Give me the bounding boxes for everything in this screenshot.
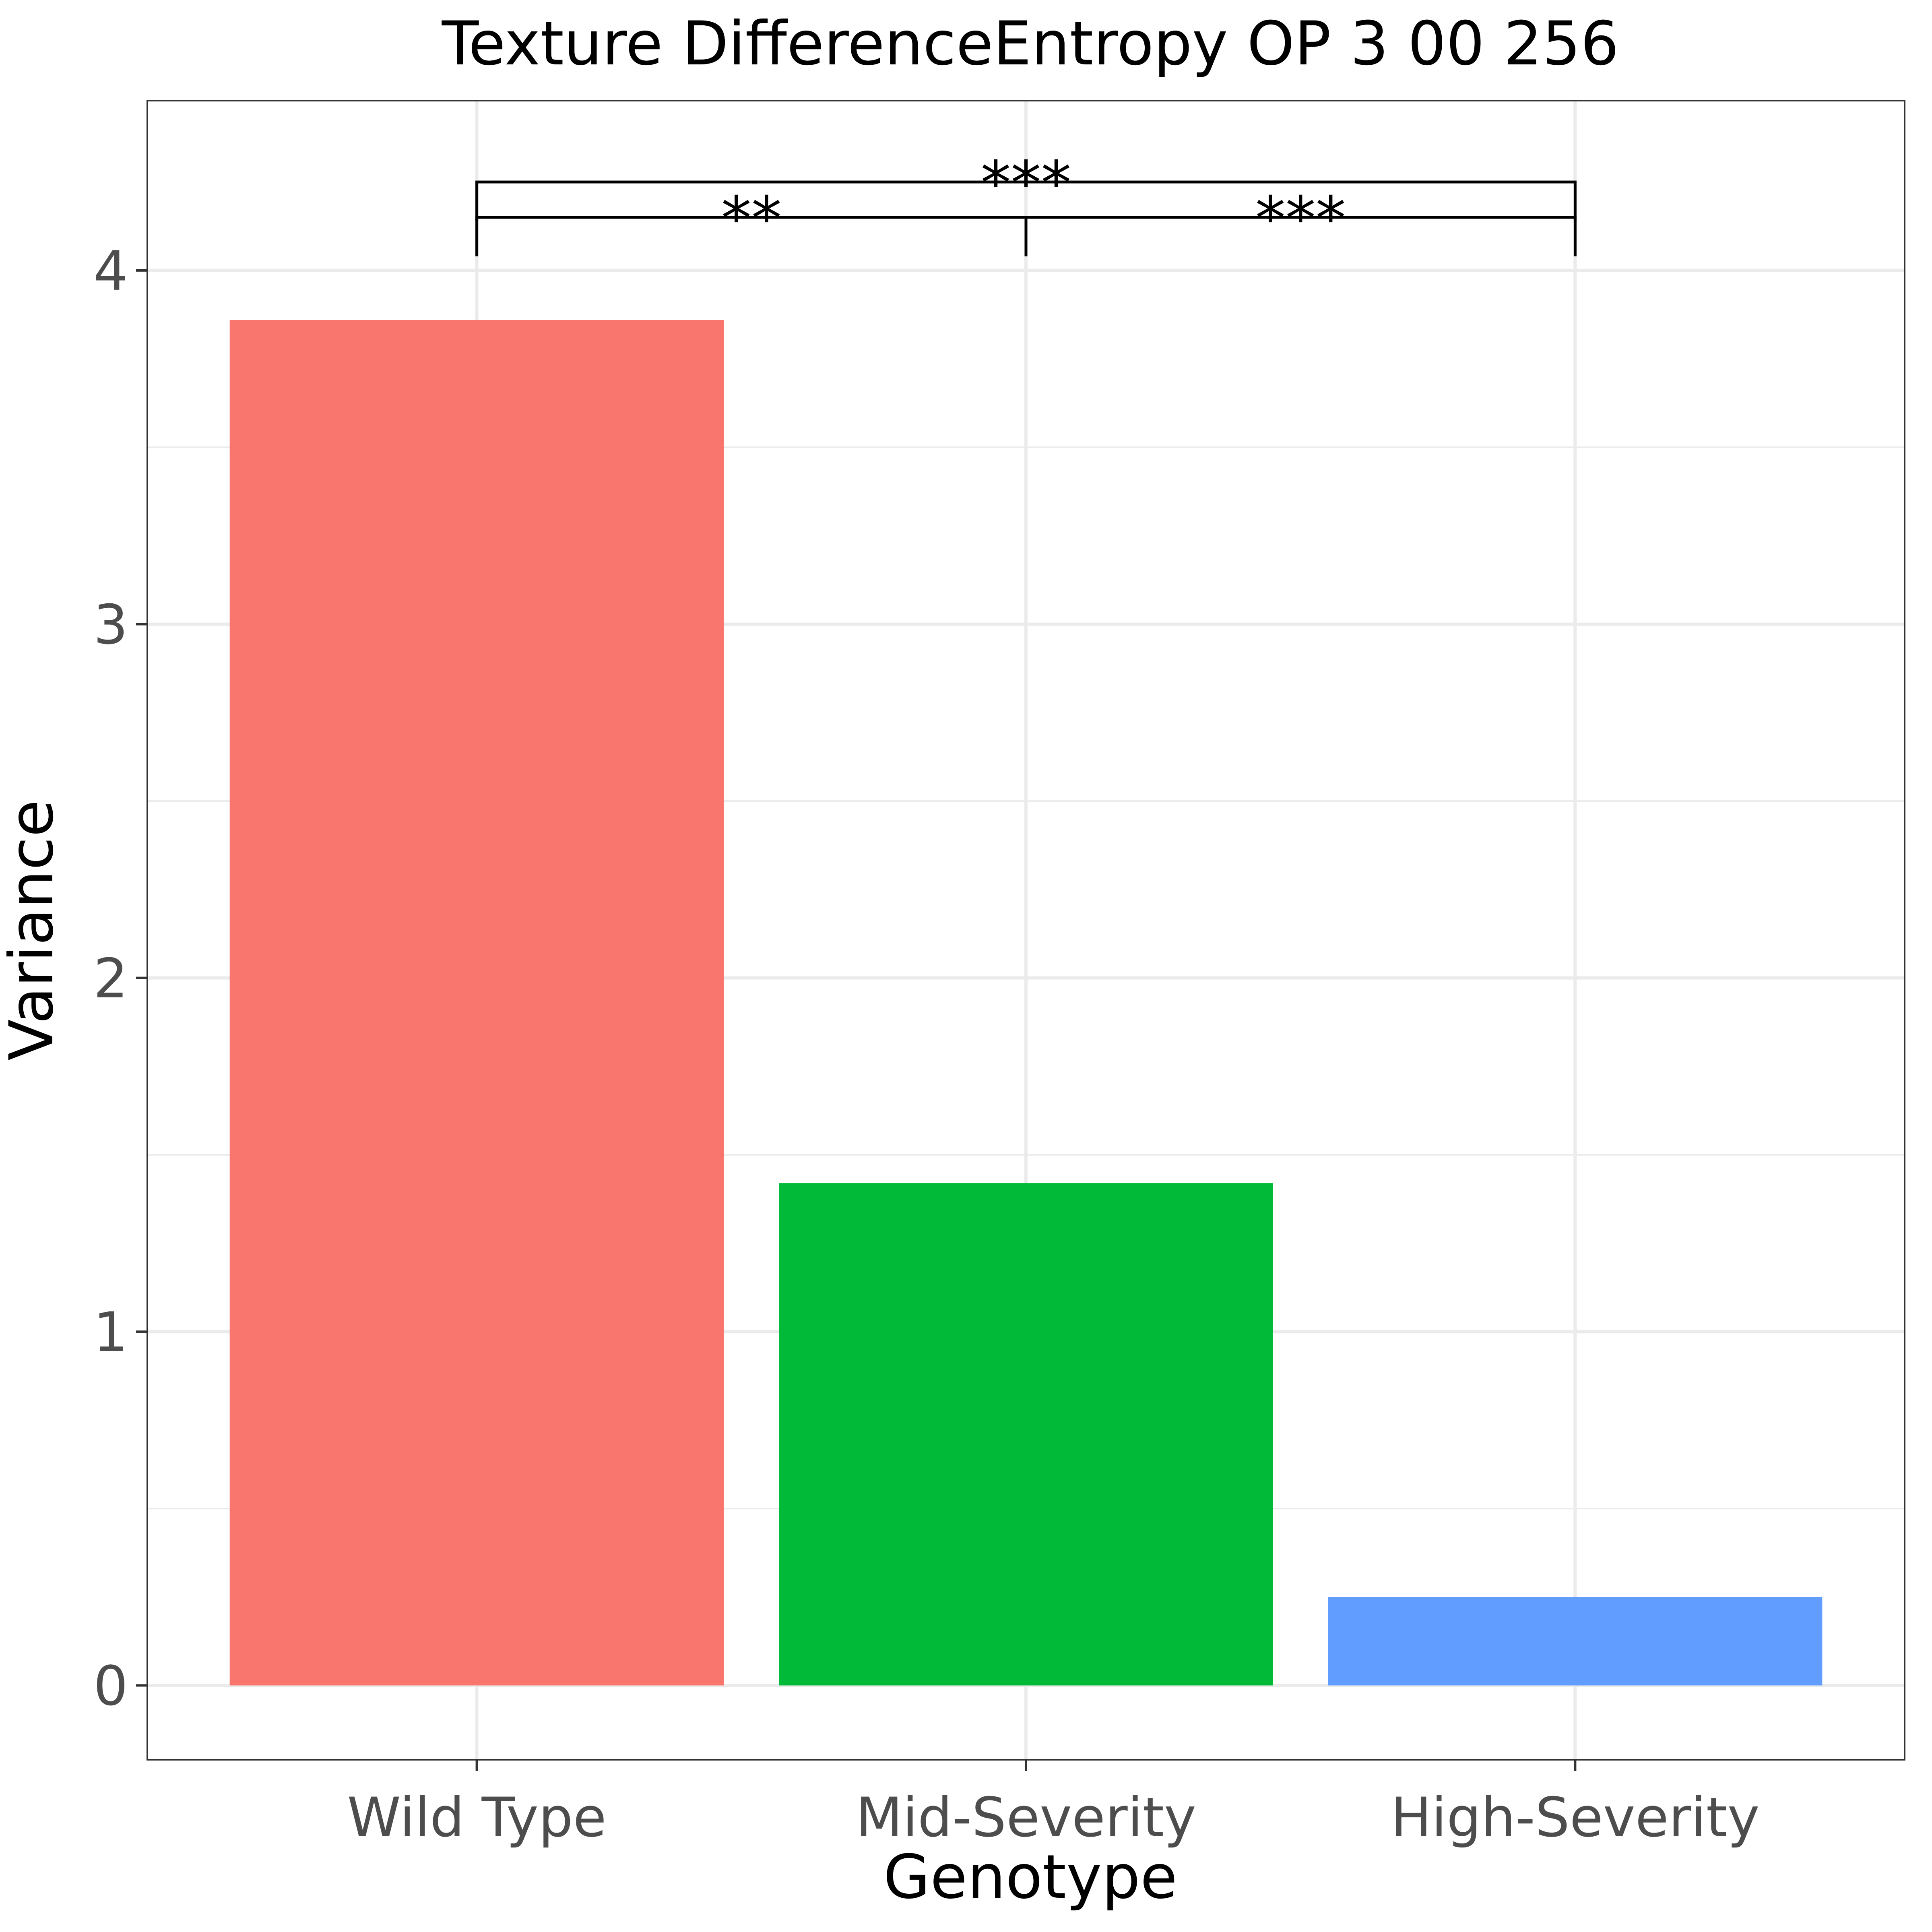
bars [229, 320, 1823, 1686]
y-tick-label: 0 [93, 1654, 128, 1717]
y-tick-label: 4 [93, 239, 128, 303]
chart-title: Texture DifferenceEntropy OP 3 00 256 [442, 9, 1619, 79]
significance-label: *** [1255, 184, 1346, 254]
bar [779, 1183, 1273, 1686]
significance-bracket [1024, 216, 1577, 256]
significance-bracket [475, 180, 1577, 221]
x-tick-label: Wild Type [347, 1786, 607, 1849]
y-tick-label: 2 [93, 947, 128, 1010]
bar [229, 320, 724, 1686]
bar [1328, 1597, 1823, 1686]
axis-ticks: 0 1 2 3 4 Wild Type Mid-Severity High-Severity [93, 239, 1760, 1849]
y-tick-label: 1 [93, 1301, 128, 1364]
significance-label: ** [721, 184, 782, 254]
x-axis-title: Genotype [883, 1842, 1177, 1912]
y-axis-title: Variance [0, 800, 67, 1061]
x-tick-label: High-Severity [1391, 1786, 1760, 1849]
x-tick-label: Mid-Severity [856, 1786, 1196, 1849]
y-tick-label: 3 [93, 593, 128, 656]
significance-label: *** [981, 149, 1071, 219]
significance-annotations: ** ****** [475, 149, 1577, 256]
